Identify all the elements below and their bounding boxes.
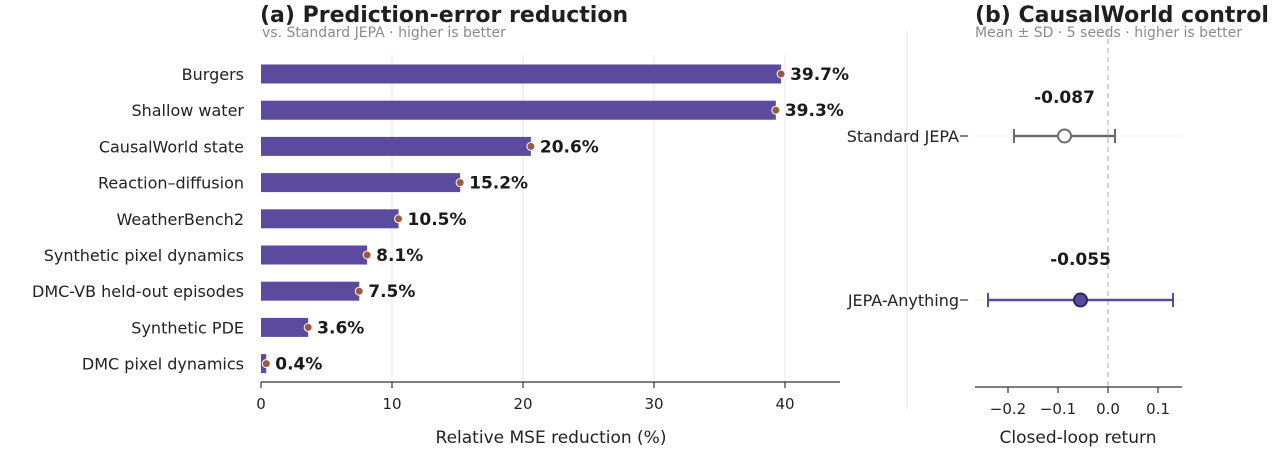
b-tick-label-0: −0.2 [990,400,1026,418]
bar-4 [261,209,399,229]
bar-end-marker-7 [303,322,313,332]
panel-a-category-labels: Burgers Shallow water CausalWorld state Rea… [32,65,244,374]
y-label-0: Standard JEPA [847,127,959,146]
panel-a-title: (a) Prediction-error reduction [260,3,628,28]
bar-3 [261,173,461,193]
bar-1 [261,100,776,120]
category-label-5: Synthetic pixel dynamics [44,246,244,265]
data-label-2: 20.6% [540,137,599,157]
data-label-4: 10.5% [408,210,467,230]
b-tick-label-2: 0.0 [1096,400,1120,418]
panel-a-bars [261,64,786,374]
panel-b-title: (b) CausalWorld control [975,3,1269,28]
b-tick-label-1: −0.1 [1040,400,1076,418]
category-label-3: Reaction–diffusion [98,174,244,193]
data-label-5: 8.1% [376,246,423,266]
mean-marker-0 [1057,128,1072,144]
tick-label-x-40: 40 [775,395,794,413]
category-label-6: DMC-VB held-out episodes [32,282,244,301]
data-label-7: 3.6% [317,318,364,338]
bar-end-marker-5 [362,250,372,260]
tick-label-x-0: 0 [256,395,266,413]
category-label-8: DMC pixel dynamics [82,355,244,374]
y-label-1: JEPA-Anything [847,291,959,310]
data-label-1: 39.3% [785,101,844,121]
data-label-3: 15.2% [469,174,528,194]
bar-end-marker-2 [526,141,536,151]
panel-a-value-labels: 39.7% 39.3% 20.6% 15.2%10.5% 8.1% 7.5%3.6% 0.4… [275,65,849,375]
panel-b-x-axis-label: Closed-loop return [1000,428,1157,448]
bar-end-marker-8 [261,359,271,369]
data-label-8: 0.4% [275,355,322,375]
category-label-2: CausalWorld state [99,137,244,156]
panel-b-marks: Standard JEPA -0.087 JEPA-Anything -0.055 [847,30,1182,387]
panel-b-subtitle: Mean ± SD · 5 seeds · higher is better [975,25,1242,41]
tick-label-x-30: 30 [644,395,663,413]
data-label-0: 39.7% [790,65,849,85]
mean-label-0: -0.087 [1034,88,1095,108]
category-label-0: Burgers [182,65,244,84]
panel-b-x-ticks: −0.2 −0.1 0.0 0.1 [990,387,1170,418]
category-label-4: WeatherBench2 [117,210,244,229]
bar-2 [261,136,531,156]
panel-b-errorbar-chart: (b) CausalWorld control Mean ± SD · 5 se… [847,3,1269,448]
bar-end-marker-0 [776,69,786,79]
panel-a-bar-chart: (a) Prediction-error reduction vs. Stand… [32,3,849,448]
data-label-6: 7.5% [368,282,415,302]
panel-a-x-ticks: 0 10 20 30 40 [256,382,795,413]
bar-0 [261,64,782,84]
tick-label-x-20: 20 [513,395,532,413]
bar-end-marker-6 [354,286,364,296]
bar-7 [261,317,309,337]
bar-end-marker-4 [394,214,404,224]
bar-5 [261,245,368,265]
bar-end-marker-3 [455,178,465,188]
tick-label-x-10: 10 [382,395,401,413]
bar-6 [261,281,360,301]
mean-marker-1 [1073,292,1088,308]
bar-end-marker-1 [771,105,781,115]
panel-a-x-axis-label: Relative MSE reduction (%) [436,428,667,448]
panel-a-subtitle: vs. Standard JEPA · higher is better [262,25,506,41]
category-label-7: Synthetic PDE [131,318,244,337]
category-label-1: Shallow water [131,101,244,120]
b-tick-label-3: 0.1 [1146,400,1170,418]
mean-label-1: -0.055 [1050,250,1111,270]
